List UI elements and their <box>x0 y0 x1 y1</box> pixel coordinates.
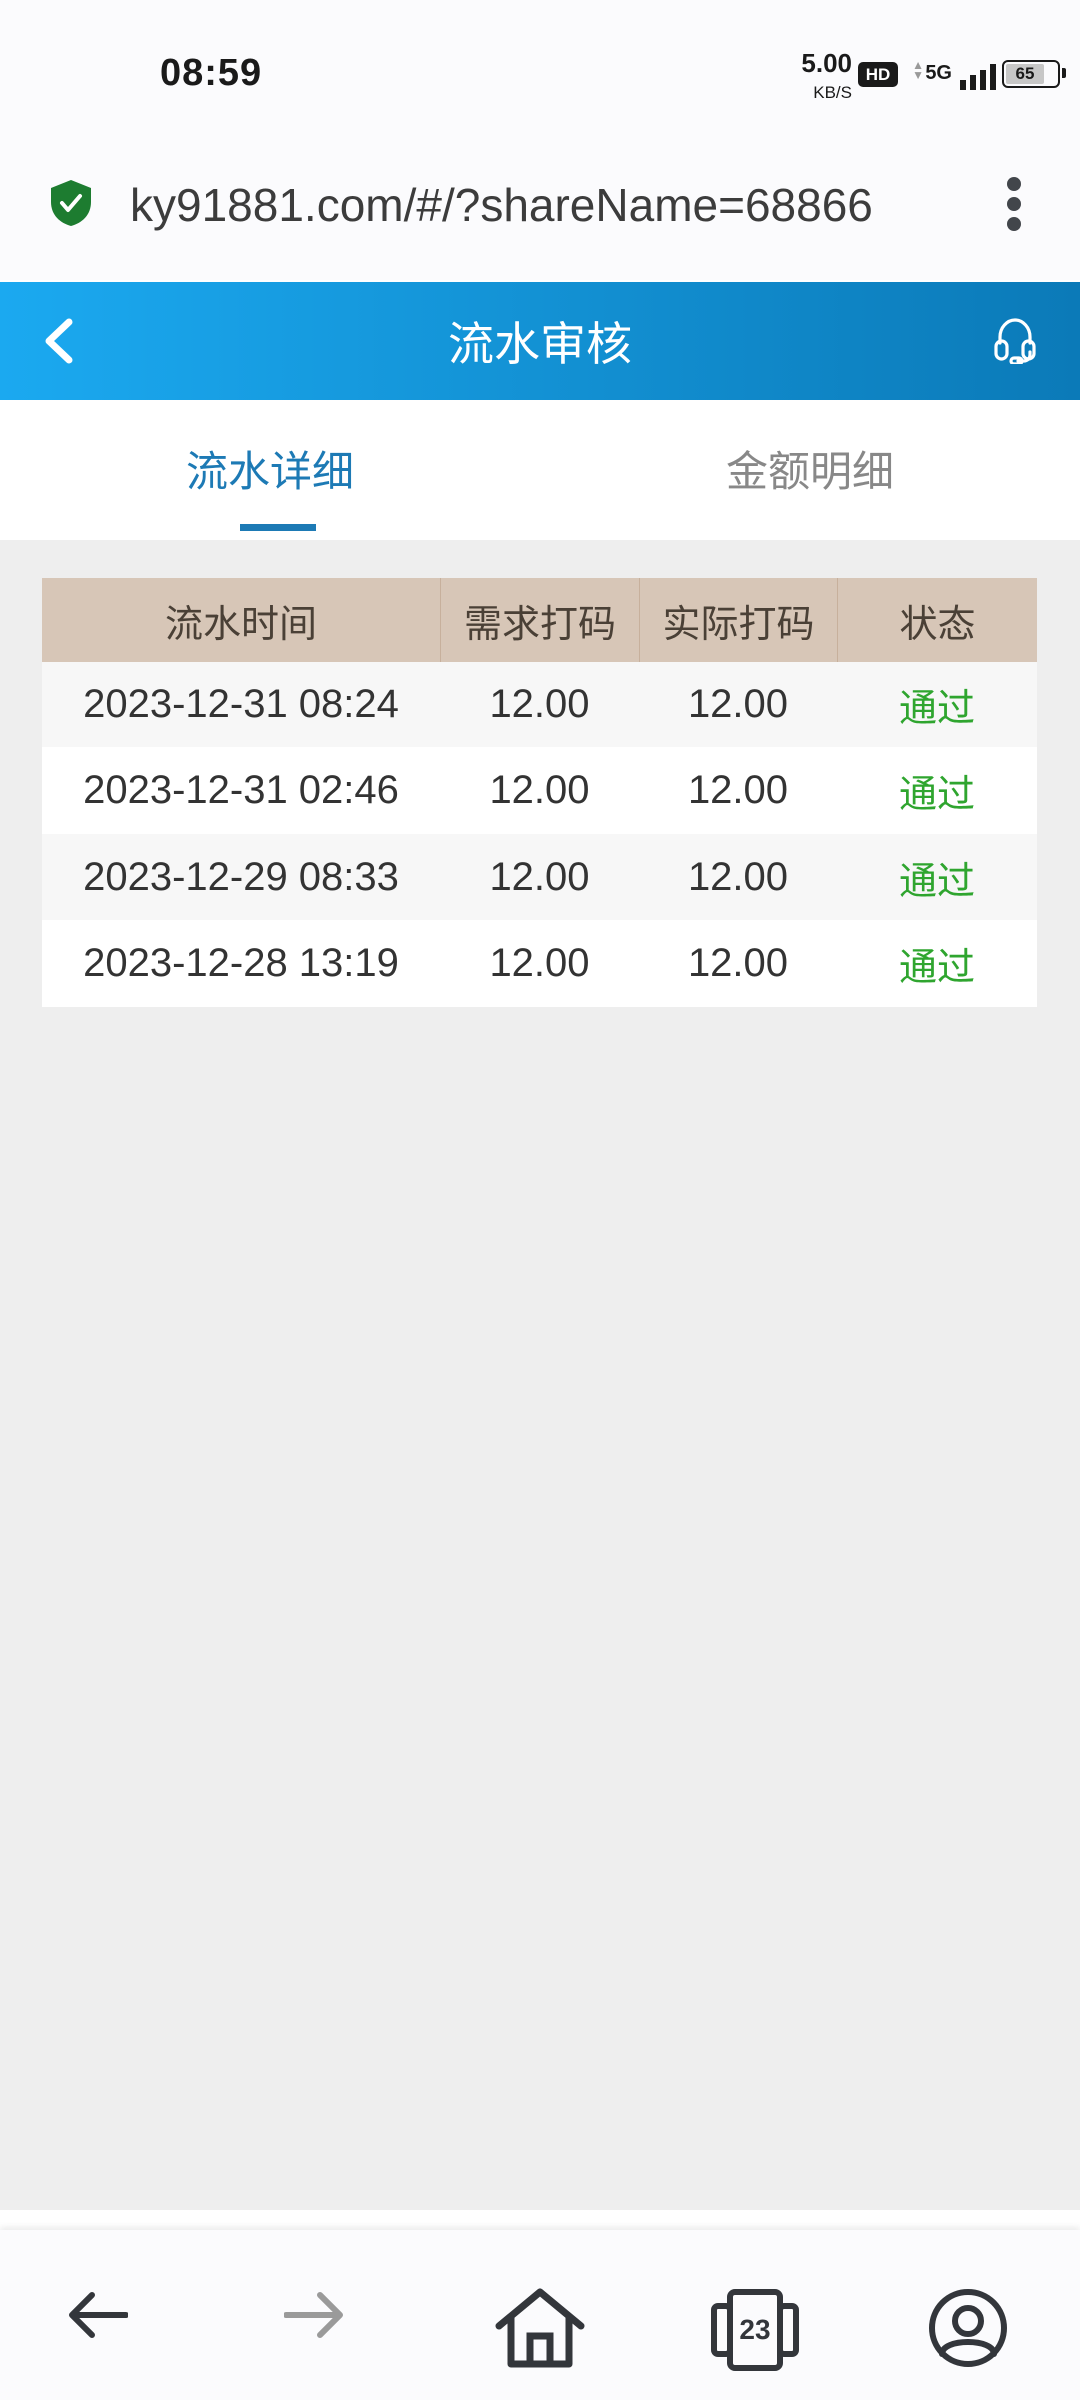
svg-text:23: 23 <box>739 2314 770 2345</box>
